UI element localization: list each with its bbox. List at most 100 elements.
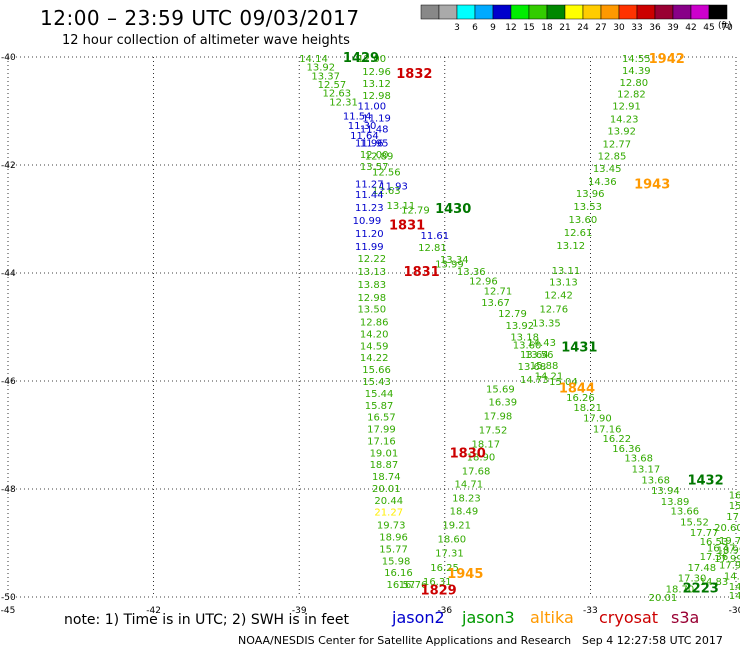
pass-time-label: 1832 <box>396 67 432 82</box>
color-scale-swatch <box>438 4 458 20</box>
wave-height-value: 12.42 <box>544 291 573 302</box>
color-scale-swatch <box>582 4 602 20</box>
color-scale-label: 33 <box>631 23 642 33</box>
map-grid <box>7 56 737 598</box>
wave-height-value: 19.21 <box>442 521 471 532</box>
wave-height-value: 12.57 <box>318 80 347 91</box>
wave-height-value: 11.19 <box>362 113 391 124</box>
wave-height-value: 20.60 <box>714 523 740 534</box>
wave-height-value: 11.64 <box>350 131 379 142</box>
wave-height-value: 13.17 <box>632 464 661 475</box>
color-scale-swatch <box>564 4 584 20</box>
y-tick-label: -42 <box>1 161 16 171</box>
wave-height-value: 14.71 <box>455 480 484 491</box>
pass-time-label: 1844 <box>559 381 595 396</box>
wave-height-value: 17.96 <box>719 561 740 572</box>
footer-note: note: 1) Time is in UTC; 2) SWH is in fe… <box>64 612 350 628</box>
wave-height-value: 13.68 <box>518 362 547 373</box>
pass-time-label: 2223 <box>683 581 719 596</box>
wave-height-value: 18.60 <box>438 535 467 546</box>
wave-height-value: 12.31 <box>329 97 358 108</box>
pass-time-label: 1429 <box>343 51 379 66</box>
wave-height-value: 18.96 <box>379 533 408 544</box>
color-scale-swatch <box>420 4 440 20</box>
wave-height-value: 12.98 <box>362 91 391 102</box>
pass-time-label: 1830 <box>450 446 486 461</box>
wave-height-value: 12.81 <box>418 243 447 254</box>
wave-height-value: 12.76 <box>539 305 568 316</box>
wave-height-value: 14.23 <box>724 571 740 582</box>
wave-height-value: 12.80 <box>620 78 649 89</box>
wave-height-value: 13.34 <box>440 255 469 266</box>
wave-height-value: 15.77 <box>379 544 408 555</box>
wave-height-value: 14.73 <box>520 375 549 386</box>
wave-height-value: 14.43 <box>527 338 556 349</box>
color-scale-label: 30 <box>613 23 625 33</box>
color-scale-swatch <box>618 4 638 20</box>
wave-height-value: 13.94 <box>651 486 680 497</box>
x-tick-label: -30 <box>729 606 740 616</box>
wave-height-value: 17.36 <box>700 552 729 563</box>
wave-height-value: 18.17 <box>471 440 500 451</box>
wave-height-value: 17.16 <box>367 436 396 447</box>
credit-text: NOAA/NESDIS Center for Satellite Applica… <box>238 634 572 647</box>
wave-height-value: 16.16 <box>384 568 413 579</box>
legend-jason3: jason3 <box>462 608 515 627</box>
wave-height-value: 12.00 <box>357 54 386 65</box>
generated-timestamp: Sep 4 12:27:58 UTC 2017 <box>582 634 723 647</box>
wave-height-value: 12.61 <box>564 228 593 239</box>
color-scale-swatch <box>654 4 674 20</box>
wave-height-value: 14.36 <box>588 177 617 188</box>
wave-height-value: 13.64 <box>520 350 549 361</box>
wave-height-value: 12.22 <box>357 254 386 265</box>
pass-time-labels: 1429 1832 1430 1831 1831 1431 1844 1830 1432 2223… <box>343 51 724 598</box>
wave-height-value: 12.71 <box>484 286 513 297</box>
color-scale-swatch <box>492 4 512 20</box>
wave-height-value: 12.77 <box>603 139 632 150</box>
wave-height-value: 17.77 <box>690 528 719 539</box>
wave-height-value: 12.89 <box>365 151 394 162</box>
wave-height-value: 13.36 <box>457 267 486 278</box>
wave-height-value: 13.18 <box>510 333 539 344</box>
wave-height-value: 15.04 <box>549 377 578 388</box>
color-scale-label: 9 <box>490 23 496 33</box>
color-scale-label: 36 <box>649 23 661 33</box>
wave-height-value: 18.90 <box>467 453 496 464</box>
wave-height-value: 13.60 <box>569 215 598 226</box>
wave-height-value: 15.44 <box>365 389 394 400</box>
wave-height-value: 20.01 <box>649 593 678 604</box>
wave-height-value: 17.68 <box>462 467 491 478</box>
color-scale-swatch <box>672 4 692 20</box>
x-tick-label: -39 <box>292 606 307 616</box>
pass-time-label: 1831 <box>404 265 440 280</box>
wave-height-value: 16.57 <box>387 580 416 591</box>
wave-height-value: 14.59 <box>360 341 389 352</box>
wave-height-value: 18.87 <box>370 460 399 471</box>
wave-height-value: 17.99 <box>714 554 740 565</box>
wave-height-value: 16.76 <box>399 580 428 591</box>
y-tick-label: -44 <box>1 269 16 279</box>
color-scale-label: 12 <box>505 23 516 33</box>
wave-height-value: 19.01 <box>370 448 399 459</box>
color-scale-label: 27 <box>595 23 606 33</box>
wave-height-value: 14.14 <box>299 54 328 65</box>
page-subtitle: 12 hour collection of altimeter wave hei… <box>62 33 350 48</box>
color-scale-label: 3 <box>454 23 460 33</box>
wave-height-value: 13.66 <box>670 507 699 518</box>
color-scale-swatch <box>546 4 566 20</box>
wave-height-value: 11.23 <box>355 203 384 214</box>
wave-height-value: 12.96 <box>362 67 391 78</box>
color-scale-label: 18 <box>541 23 553 33</box>
wave-height-value: 20.44 <box>374 496 403 507</box>
wave-height-value: 17.98 <box>484 412 513 423</box>
wave-height-value: 11.48 <box>360 124 389 135</box>
wave-height-value: 17.99 <box>367 425 396 436</box>
wave-height-value: 14.8 <box>729 591 740 602</box>
wave-height-value: 18.70 <box>666 584 695 595</box>
color-scale: 3 6 9 12 15 18 21 24 27 30 33 36 39 42 45 70 <box>420 4 733 33</box>
color-scale-swatch <box>510 4 530 20</box>
legend-cryosat: cryosat <box>599 608 659 627</box>
wave-height-value: 13.67 <box>481 298 510 309</box>
wave-height-value: 12.82 <box>617 90 646 101</box>
wave-height-value: 12.91 <box>612 102 641 113</box>
